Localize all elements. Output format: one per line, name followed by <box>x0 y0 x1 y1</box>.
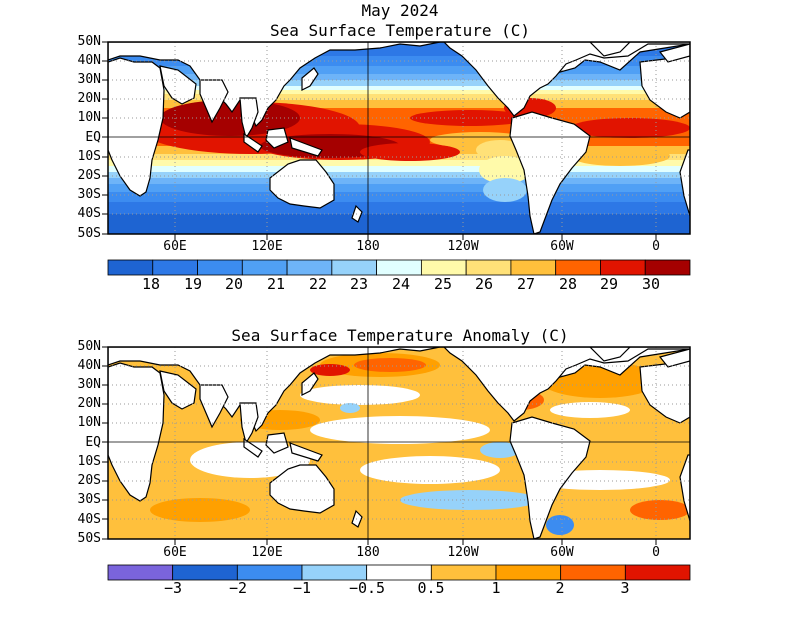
lon-label: 120E <box>251 545 283 560</box>
sst-anomaly-colorbar <box>107 564 691 581</box>
lat-label: EQ <box>85 435 101 450</box>
sst-anomaly-map-ticks <box>102 346 657 545</box>
lat-label: 20S <box>77 168 101 183</box>
colorbar-swatch <box>236 564 303 581</box>
colorbar-label: 25 <box>433 275 453 293</box>
colorbar-swatch <box>600 259 646 276</box>
lat-label: 30N <box>77 72 101 87</box>
colorbar-swatch <box>510 259 557 276</box>
colorbar-swatch <box>644 259 691 276</box>
lat-label: 20N <box>77 91 101 106</box>
colorbar-label: 21 <box>266 275 286 293</box>
lat-label: 30S <box>77 187 101 202</box>
colorbar-label: 19 <box>183 275 203 293</box>
lat-label: 50S <box>77 226 101 241</box>
colorbar-swatch <box>286 259 333 276</box>
lat-label: 40S <box>77 206 101 221</box>
colorbar-label: 28 <box>558 275 578 293</box>
lon-label: 60W <box>550 545 574 560</box>
colorbar-label: 24 <box>391 275 411 293</box>
sst-anomaly-map <box>108 347 690 539</box>
lat-label: 10N <box>77 415 101 430</box>
colorbar-label: 27 <box>516 275 536 293</box>
lon-label: 60E <box>163 239 187 254</box>
page-title: May 2024 <box>361 1 439 20</box>
map-1-title: Sea Surface Temperature (C) <box>269 21 531 40</box>
colorbar-label: 22 <box>308 275 328 293</box>
colorbar-swatch <box>560 564 626 581</box>
colorbar-swatch <box>107 564 174 581</box>
colorbar-swatch <box>420 259 467 276</box>
colorbar-label: 20 <box>224 275 244 293</box>
lat-label: 40S <box>77 512 101 527</box>
colorbar-swatch <box>107 259 154 276</box>
lat-label: 20S <box>77 473 101 488</box>
colorbar-swatch <box>624 564 691 581</box>
sst-colorbar <box>107 259 691 276</box>
sst-map-ticks <box>102 41 657 240</box>
colorbar-swatch <box>301 564 368 581</box>
colorbar-label: 0.5 <box>417 579 445 597</box>
sst-map <box>108 42 690 234</box>
lat-label: EQ <box>85 130 101 145</box>
colorbar-label: −3 <box>163 579 183 597</box>
colorbar-swatch <box>241 259 288 276</box>
colorbar-label: 18 <box>141 275 161 293</box>
lon-label: 0 <box>652 239 660 254</box>
colorbar-swatch <box>366 564 432 581</box>
colorbar-swatch <box>152 259 198 276</box>
colorbar-label: 23 <box>349 275 369 293</box>
lat-label: 10N <box>77 110 101 125</box>
colorbar-swatch <box>495 564 562 581</box>
lon-label: 120E <box>251 239 283 254</box>
lat-label: 40N <box>77 358 101 373</box>
sst-anomaly-map-frame <box>107 346 691 540</box>
lat-label: 50S <box>77 531 101 546</box>
colorbar-label: 30 <box>641 275 661 293</box>
sst-map-frame <box>107 41 691 235</box>
colorbar-swatch <box>555 259 601 276</box>
colorbar-label: 1 <box>491 579 501 597</box>
lat-label: 50N <box>77 339 101 354</box>
colorbar-swatch <box>430 564 497 581</box>
lat-label: 10S <box>77 454 101 469</box>
lat-label: 40N <box>77 53 101 68</box>
lat-label: 20N <box>77 396 101 411</box>
colorbar-label: 29 <box>599 275 619 293</box>
lat-label: 50N <box>77 34 101 49</box>
lon-label: 180 <box>356 239 380 254</box>
lat-label: 10S <box>77 149 101 164</box>
colorbar-label: 3 <box>620 579 630 597</box>
lon-label: 60E <box>163 545 187 560</box>
colorbar-label: 26 <box>474 275 494 293</box>
colorbar-label: −1 <box>292 579 312 597</box>
sst-map-grid <box>108 42 690 234</box>
colorbar-label: 2 <box>555 579 565 597</box>
colorbar-swatch <box>172 564 238 581</box>
lon-label: 120W <box>447 239 479 254</box>
colorbar-label: −0.5 <box>348 579 386 597</box>
colorbar-swatch <box>197 259 243 276</box>
lon-label: 180 <box>356 545 380 560</box>
colorbar-swatch <box>331 259 378 276</box>
lon-label: 60W <box>550 239 574 254</box>
colorbar-swatch <box>376 259 422 276</box>
lon-label: 0 <box>652 545 660 560</box>
colorbar-swatch <box>465 259 512 276</box>
lat-label: 30S <box>77 492 101 507</box>
lat-label: 30N <box>77 377 101 392</box>
sst-anomaly-map-grid <box>108 347 690 539</box>
lon-label: 120W <box>447 545 479 560</box>
colorbar-label: −2 <box>228 579 248 597</box>
map-2-title: Sea Surface Temperature Anomaly (C) <box>231 326 569 345</box>
